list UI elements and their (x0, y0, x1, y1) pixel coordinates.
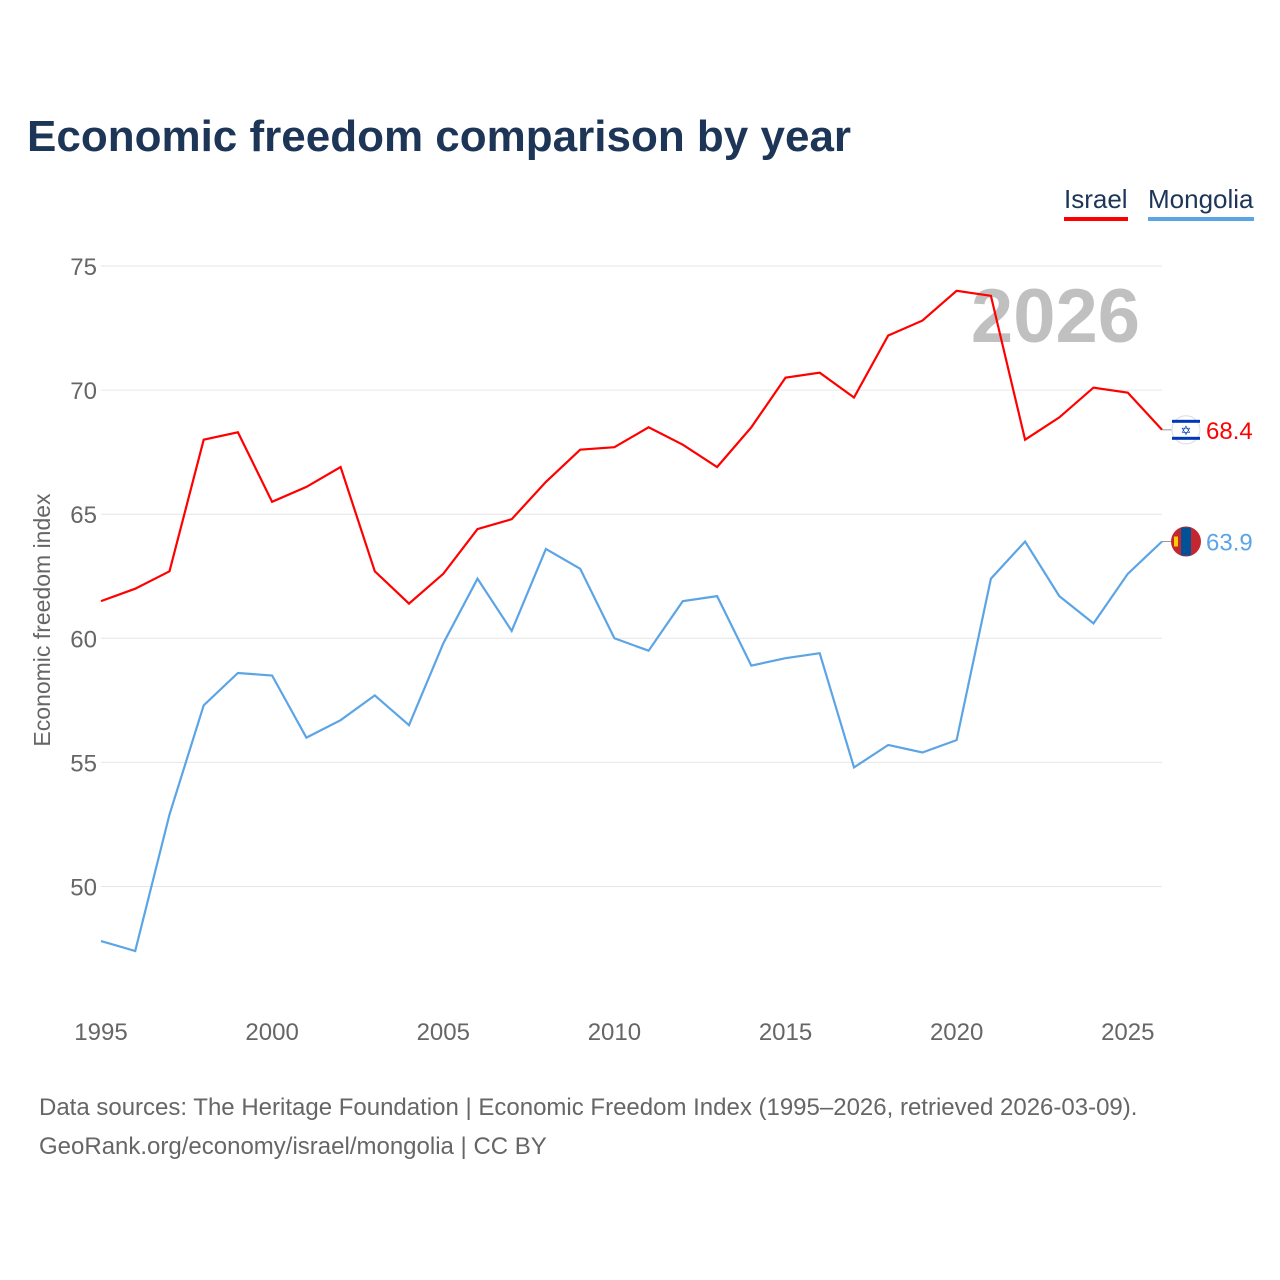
x-tick-label: 2025 (1101, 1019, 1154, 1046)
source-line-1: Data sources: The Heritage Foundation | … (39, 1094, 1138, 1121)
y-tick-label: 75 (70, 254, 97, 281)
chart-title: Economic freedom comparison by year (27, 112, 852, 161)
legend-israel[interactable]: Israel (1064, 184, 1128, 221)
x-tick-label: 2020 (930, 1019, 983, 1046)
end-value-label: 63.9 (1206, 530, 1253, 557)
year-watermark: 2026 (971, 274, 1140, 359)
y-tick-label: 60 (70, 626, 97, 653)
soyombo-icon (1174, 536, 1178, 547)
x-tick-label: 2015 (759, 1019, 812, 1046)
y-tick-label: 50 (70, 875, 97, 902)
y-tick-label: 55 (70, 750, 97, 777)
end-value-label: 68.4 (1206, 418, 1253, 445)
series-line-mongolia (100, 539, 1163, 953)
data-source-note: Data sources: The Heritage Foundation | … (39, 1088, 1137, 1166)
x-tick-label: 2010 (588, 1019, 641, 1046)
y-axis-label: Economic freedom index (29, 493, 55, 747)
y-tick-label: 65 (70, 502, 97, 529)
source-line-2[interactable]: GeoRank.org/economy/israel/mongolia | CC… (39, 1133, 547, 1160)
legend-mongolia[interactable]: Mongolia (1148, 184, 1254, 221)
y-tick-label: 70 (70, 378, 97, 405)
x-tick-label: 1995 (74, 1019, 127, 1046)
x-tick-label: 2005 (417, 1019, 470, 1046)
series-line-israel (100, 289, 1163, 606)
israel-flag-stripe (1172, 419, 1200, 423)
star-of-david-icon: ✡ (1181, 423, 1192, 438)
x-tick-label: 2000 (245, 1019, 298, 1046)
mongolia-flag-stripe (1181, 527, 1191, 556)
israel-flag-stripe (1172, 436, 1200, 440)
